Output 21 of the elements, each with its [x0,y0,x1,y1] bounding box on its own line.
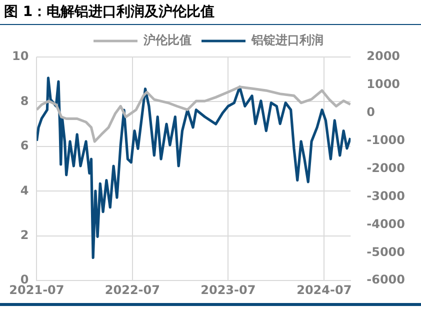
x-tick-label: 2023-07 [200,282,256,297]
legend-label: 铝锭进口利润 [250,33,324,48]
y2-tick-label: -5000 [366,244,406,259]
y2-tick-label: -4000 [366,216,406,231]
y-tick-label: 6 [20,138,29,153]
chart-title: 图 1：电解铝进口利润及沪伦比值 [3,2,216,22]
y2-tick-label: -6000 [366,272,406,287]
y-tick-label: 4 [20,183,29,198]
legend-label: 沪伦比值 [142,33,192,48]
y-tick-label: 2 [20,228,29,242]
y2-tick-label: -3000 [366,188,406,203]
y-tick-label: 8 [20,94,29,108]
y2-tick-label: -2000 [366,160,406,175]
y-tick-label: 10 [12,49,29,64]
y2-tick-label: 1000 [366,77,400,92]
y2-tick-label: 0 [366,105,375,120]
x-tick-label: 2024-07 [296,282,352,297]
y2-tick-label: 2000 [366,49,400,64]
y2-tick-label: -1000 [366,132,406,147]
x-tick-label: 2022-07 [104,282,160,297]
x-tick-label: 2021-07 [9,282,64,297]
